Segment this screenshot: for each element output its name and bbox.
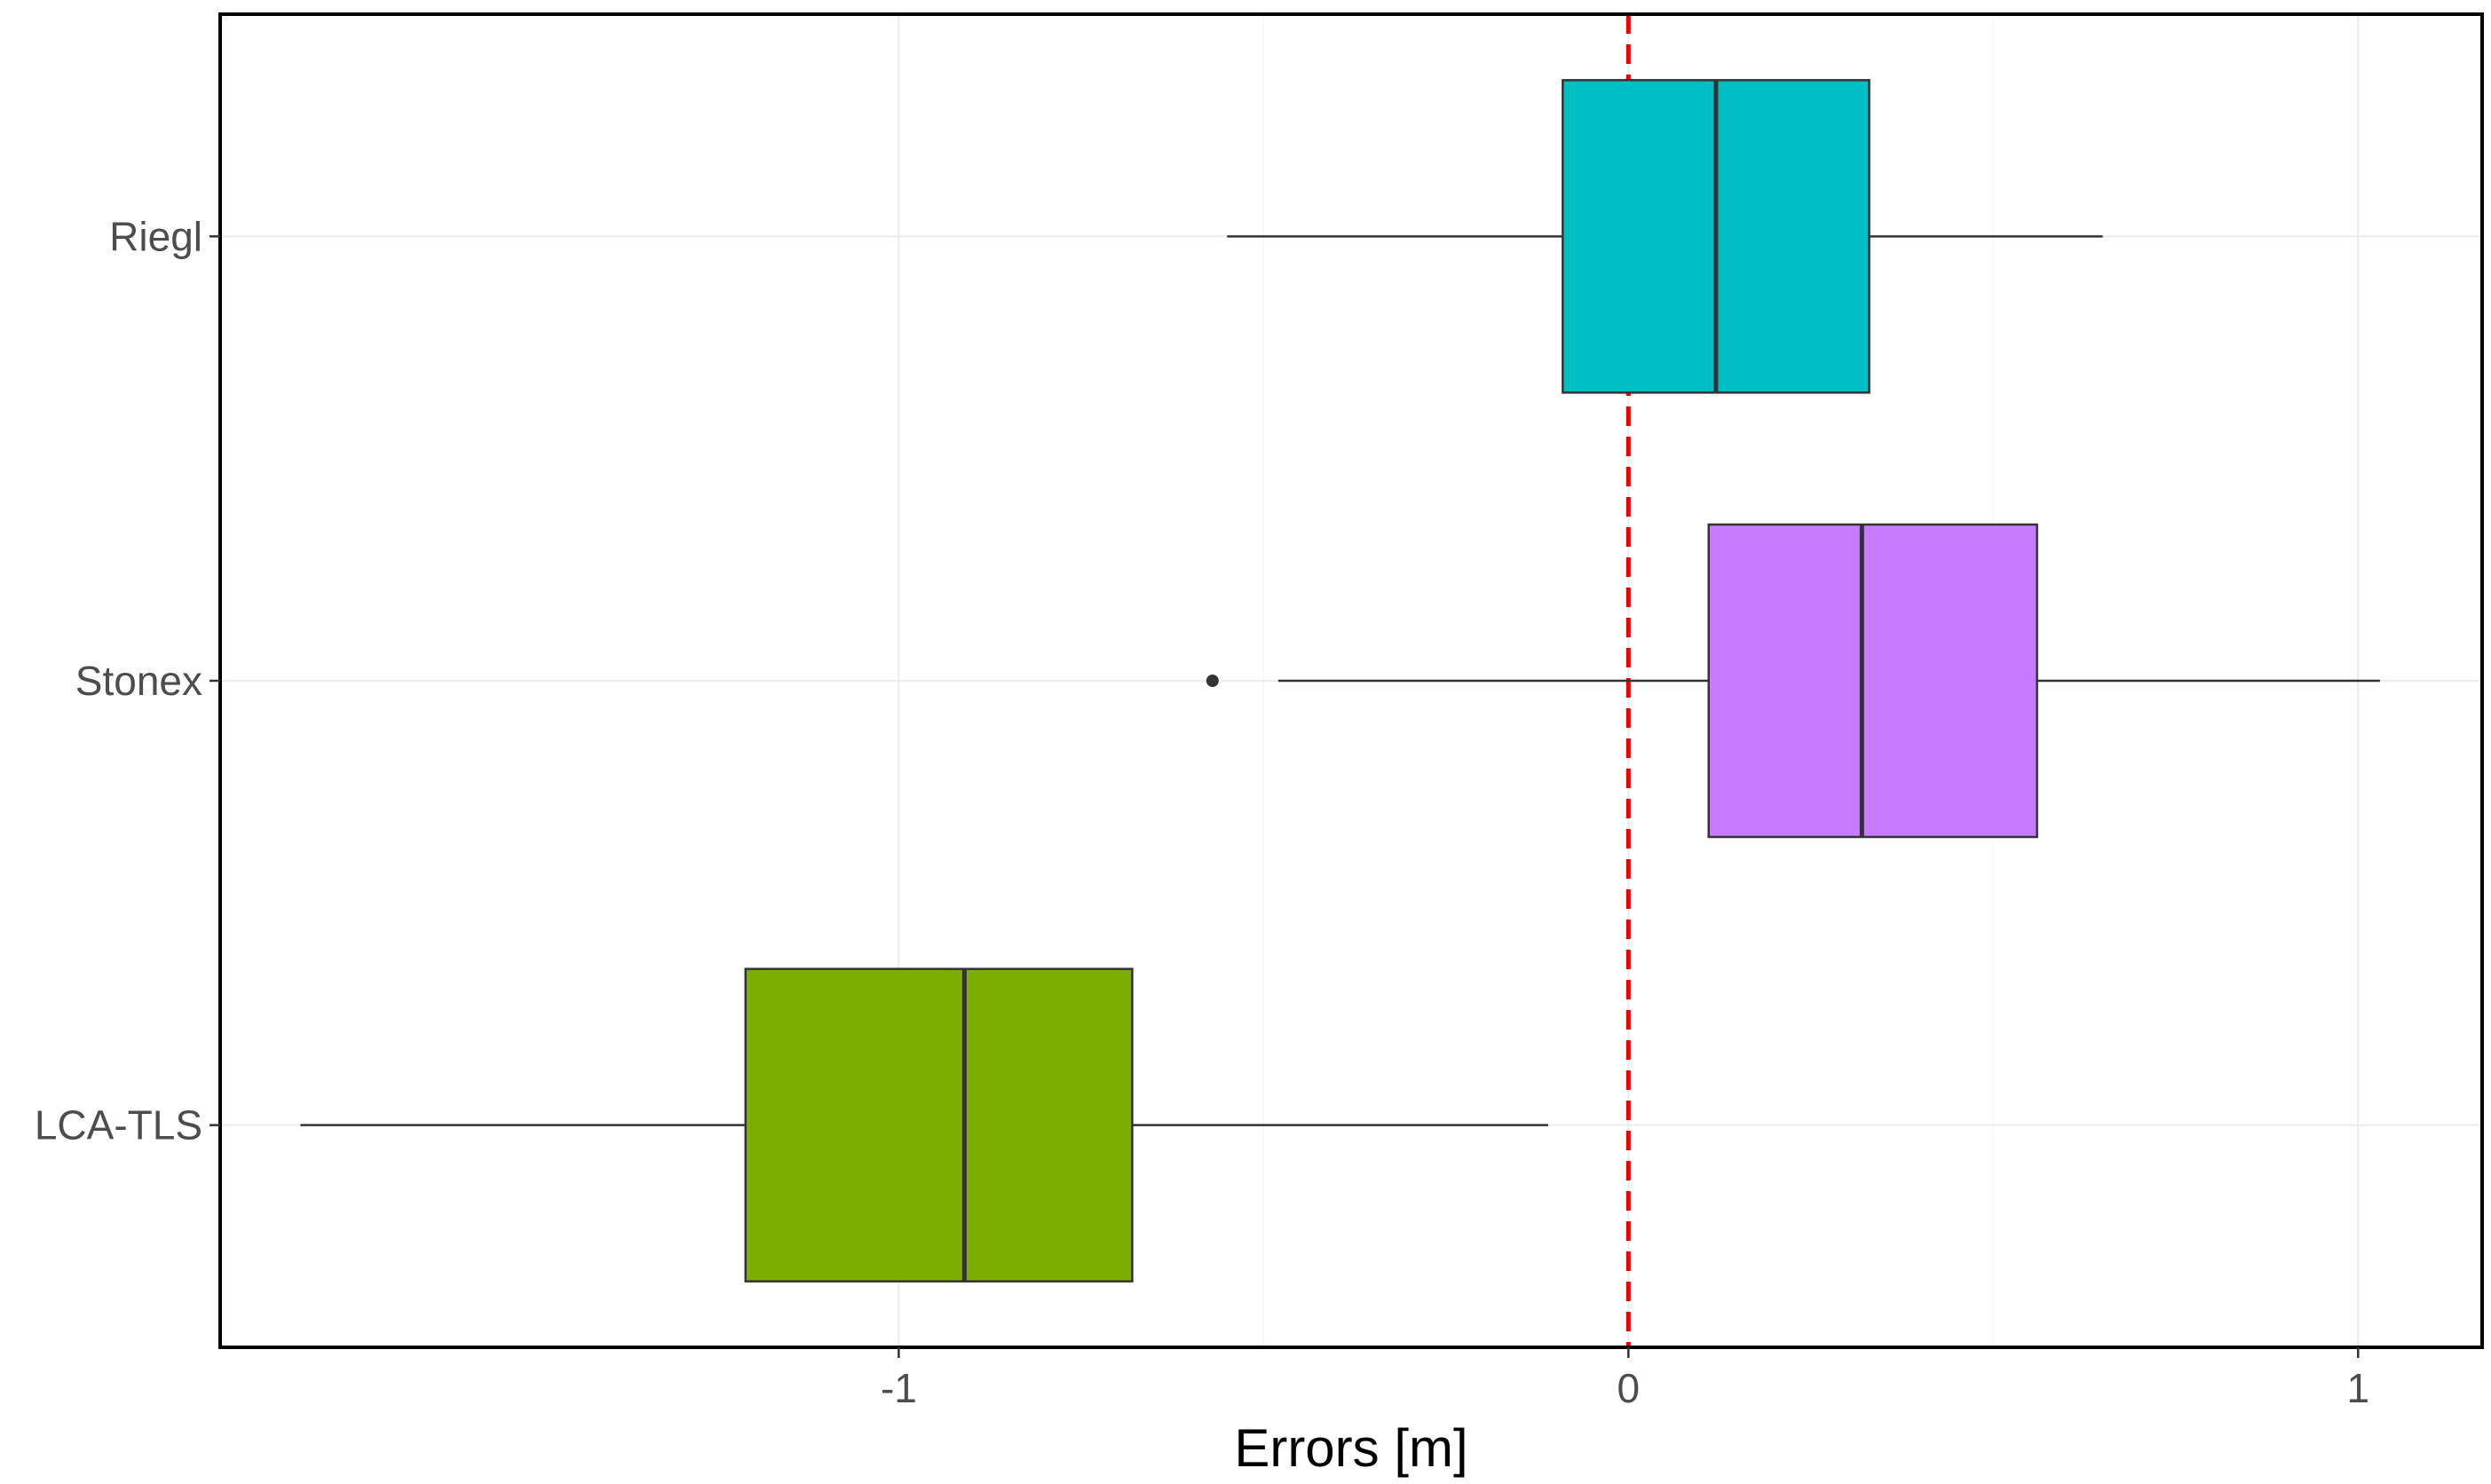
x-tick-label-1: 0 bbox=[1617, 1365, 1641, 1411]
x-axis-title: Errors [m] bbox=[1234, 1418, 1467, 1478]
x-tick-label-2: 1 bbox=[2346, 1365, 2369, 1411]
axis-layer: -1 0 1 LCA-TLS Stonex Riegl bbox=[35, 213, 2369, 1411]
box-riegl bbox=[1227, 79, 2103, 394]
y-tick-label-lca-tls: LCA-TLS bbox=[35, 1102, 202, 1149]
y-tick-label-stonex: Stonex bbox=[75, 658, 202, 704]
x-tick-label-0: -1 bbox=[881, 1365, 917, 1411]
box-lca-tls bbox=[300, 967, 1548, 1283]
iqr-box-lca-tls bbox=[744, 967, 1134, 1283]
outlier-point-stonex-0 bbox=[1206, 675, 1219, 687]
box-stonex bbox=[1206, 523, 2380, 839]
boxes-layer bbox=[300, 79, 2380, 1283]
y-tick-label-riegl: Riegl bbox=[109, 213, 202, 259]
iqr-box-stonex bbox=[1707, 523, 2038, 839]
